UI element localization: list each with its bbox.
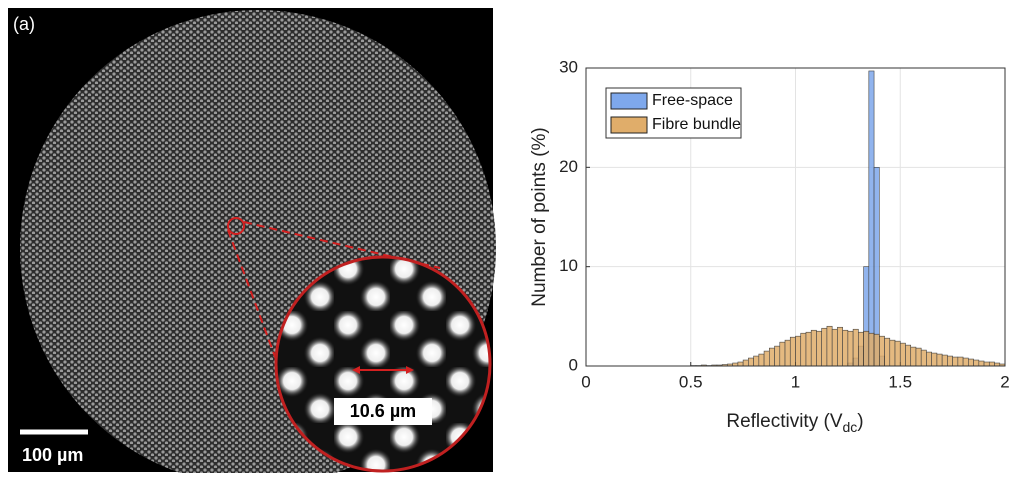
x-tick-label: 1 <box>791 372 800 391</box>
page: 10.6 µm (a) 100 µm Number of points (%) … <box>0 0 1013 473</box>
histogram-bar <box>921 350 926 366</box>
histogram-bar <box>848 331 853 366</box>
x-axis-label-sub: dc <box>843 419 858 435</box>
legend-swatch <box>611 117 647 133</box>
histogram-bar <box>775 346 780 366</box>
histogram-bar <box>979 361 984 366</box>
histogram-bar <box>806 332 811 366</box>
histogram-bar <box>874 334 879 366</box>
histogram-bar <box>885 338 890 366</box>
y-tick-label: 20 <box>559 157 578 176</box>
histogram-bar <box>801 333 806 366</box>
x-tick-label: 0.5 <box>679 372 703 391</box>
histogram-bar <box>937 354 942 366</box>
image-panel: 10.6 µm (a) 100 µm <box>8 8 500 473</box>
legend-label: Fibre bundle <box>652 116 741 133</box>
histogram-bar <box>780 342 785 366</box>
histogram-bar <box>837 327 842 366</box>
x-axis-label: Reflectivity (Vdc) <box>726 411 863 435</box>
histogram-bar <box>764 351 769 366</box>
histogram-bar <box>905 345 910 366</box>
histogram-bar <box>816 331 821 366</box>
histogram-bar <box>963 358 968 366</box>
histogram-bar <box>811 330 816 366</box>
y-tick-label: 10 <box>559 256 578 275</box>
histogram-bar <box>759 354 764 366</box>
histogram-bar <box>895 341 900 366</box>
x-axis-label-end: ) <box>857 411 863 432</box>
histogram-bar <box>926 352 931 366</box>
histogram-bar <box>769 348 774 366</box>
histogram-bar <box>916 348 921 366</box>
y-tick-label: 30 <box>559 57 578 76</box>
histogram-bar <box>864 331 869 366</box>
histogram-bar <box>827 326 832 366</box>
histogram-bar <box>968 359 973 366</box>
histogram-bar <box>953 357 958 366</box>
legend-swatch <box>611 93 647 109</box>
histogram-bar <box>911 347 916 366</box>
histogram-bar <box>974 360 979 366</box>
histogram-bar <box>879 336 884 366</box>
inset-label: 10.6 µm <box>350 401 416 421</box>
x-tick-label: 1.5 <box>888 372 912 391</box>
scale-bar-label: 100 µm <box>22 445 83 465</box>
panel-label: (a) <box>13 14 35 34</box>
histogram-bar <box>832 329 837 366</box>
histogram-bar <box>958 357 963 366</box>
histogram-bar <box>843 330 848 366</box>
histogram-bar <box>869 71 874 366</box>
histogram-bar <box>869 333 874 366</box>
histogram-bar <box>748 358 753 366</box>
histogram-bar <box>932 353 937 366</box>
histogram-bar <box>790 337 795 366</box>
histogram-bar <box>942 355 947 366</box>
histogram-bar <box>796 336 801 366</box>
histogram-bar <box>900 343 905 366</box>
histogram-bar <box>890 340 895 366</box>
y-axis-label: Number of points (%) <box>529 127 550 307</box>
histogram-bar <box>822 328 827 366</box>
histogram-bar <box>853 329 858 366</box>
x-tick-label: 0 <box>581 372 590 391</box>
legend-label: Free-space <box>652 92 733 109</box>
y-tick-label: 0 <box>569 355 578 374</box>
histogram-bar <box>738 362 743 366</box>
histogram-bar <box>743 360 748 366</box>
x-tick-label: 2 <box>1000 372 1009 391</box>
histogram-bar <box>989 362 994 366</box>
histogram-bar <box>947 356 952 366</box>
x-axis-label-main: Reflectivity (V <box>726 411 842 432</box>
histogram-bar <box>754 356 759 366</box>
figure: 10.6 µm (a) 100 µm Number of points (%) … <box>0 0 1013 473</box>
histogram-bar <box>785 340 790 366</box>
histogram-bar <box>984 362 989 366</box>
histogram-bar <box>858 332 863 366</box>
